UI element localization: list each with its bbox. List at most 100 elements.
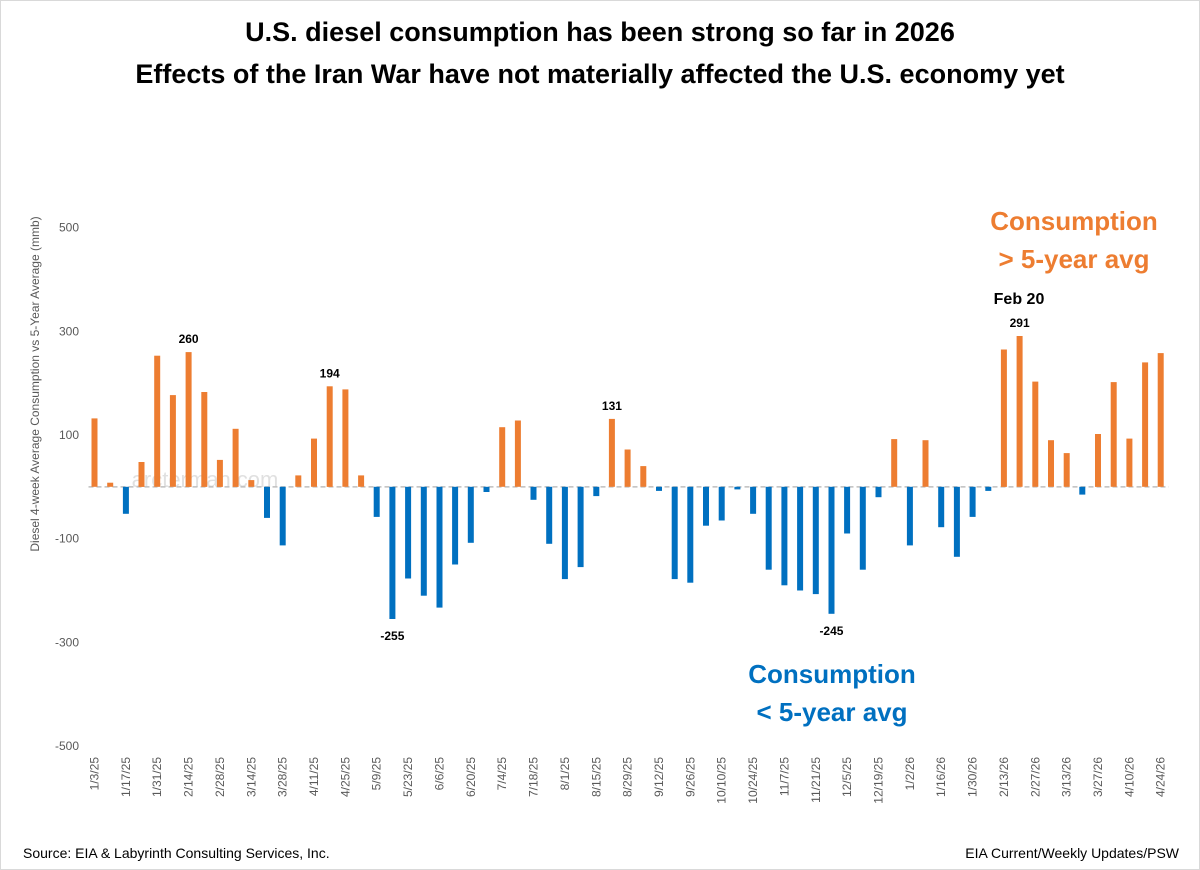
y-tick-label: 100 [59, 428, 79, 442]
bar-6-20-25 [467, 486, 474, 543]
y-tick-label: -300 [55, 635, 79, 649]
data-label: 194 [320, 366, 340, 380]
y-tick-label: 500 [59, 221, 79, 235]
x-tick-label: 1/16/26 [934, 757, 948, 797]
bar-1-30-26 [969, 486, 976, 517]
bar-11-21-25 [812, 486, 819, 595]
x-ticks-group: 1/3/25 1/17/25 1/31/25 2/14/25 2/28/25 3/14/2… [88, 757, 1168, 804]
x-tick-label: 10/10/25 [715, 757, 729, 804]
y-ticks-group: -500 -300 -100 100 300 500 [55, 221, 79, 753]
x-tick-label: 8/1/25 [558, 757, 572, 791]
bar-3-13-26 [1063, 453, 1070, 487]
x-tick-label: 2/13/26 [997, 757, 1011, 797]
x-tick-label: 5/9/25 [370, 757, 384, 791]
x-tick-label: 4/10/26 [1122, 757, 1136, 797]
credit-note: EIA Current/Weekly Updates/PSW [965, 845, 1179, 861]
data-label: -255 [380, 629, 404, 643]
data-label: 260 [179, 332, 199, 346]
bar-12-12-25 [859, 486, 866, 570]
bar-6-27-25 [483, 486, 490, 492]
x-tick-label: 6/6/25 [433, 757, 447, 791]
y-tick-label: 300 [59, 324, 79, 338]
x-tick-label: 9/26/25 [683, 757, 697, 797]
bar-4-24-26 [1157, 353, 1164, 487]
bar-3-27-26 [1095, 434, 1101, 487]
x-tick-label: 4/24/26 [1154, 757, 1168, 797]
bar-1-2-26 [906, 486, 913, 546]
bar-2-20-26 [1016, 336, 1023, 487]
bar-4-4-25 [295, 475, 302, 487]
bar-4-25-25 [342, 389, 349, 487]
bar-4-3-26 [1110, 382, 1117, 487]
x-tick-label: 5/23/25 [401, 757, 415, 797]
bar-12-5-25 [844, 486, 851, 534]
bar-5-2-25 [358, 475, 365, 487]
bar-1-3-25 [91, 418, 98, 487]
x-tick-label: 3/13/26 [1060, 757, 1074, 797]
bar-2-27-26 [1032, 381, 1039, 487]
below-avg-callout-line1: Consumption [748, 659, 916, 689]
bar-6-13-25 [452, 486, 459, 565]
bar-6-6-25 [436, 486, 443, 608]
feb20-label: Feb 20 [994, 291, 1045, 308]
bar-5-16-25 [389, 486, 396, 619]
bar-11-28-25 [828, 486, 835, 614]
bar-4-11-25 [311, 438, 317, 487]
y-tick-label: -100 [55, 532, 79, 546]
source-note: Source: EIA & Labyrinth Consulting Servi… [23, 845, 330, 861]
x-tick-label: 2/27/26 [1028, 757, 1042, 797]
x-tick-label: 8/29/25 [621, 757, 635, 797]
x-tick-label: 1/2/26 [903, 757, 917, 791]
bar-9-12-25 [656, 486, 662, 491]
bar-1-16-26 [938, 486, 945, 528]
bar-1-9-26 [922, 440, 929, 487]
bar-5-30-25 [420, 486, 427, 596]
bar-10-17-25 [734, 486, 741, 490]
x-tick-label: 12/19/25 [872, 757, 886, 804]
bar-1-24-25 [138, 462, 145, 487]
bar-4-17-26 [1142, 362, 1149, 487]
data-label: -245 [819, 624, 843, 638]
bar-1-17-25 [122, 486, 129, 514]
x-tick-label: 3/27/26 [1091, 757, 1105, 797]
x-tick-label: 9/12/25 [652, 757, 666, 797]
bar-10-31-25 [765, 486, 772, 570]
bar-11-7-25 [781, 486, 788, 586]
x-tick-label: 1/3/25 [88, 757, 102, 791]
bar-10-24-25 [750, 486, 757, 514]
x-tick-label: 3/14/25 [244, 757, 258, 797]
x-tick-label: 4/25/25 [338, 757, 352, 797]
bar-2-21-25 [201, 392, 208, 487]
above-avg-callout-line1: Consumption [990, 206, 1158, 236]
bar-8-22-25 [608, 418, 615, 487]
bar-3-6-26 [1048, 440, 1054, 487]
bar-2-13-26 [1000, 349, 1007, 487]
bar-3-28-25 [279, 486, 286, 546]
x-tick-label: 1/30/26 [966, 757, 980, 797]
bar-2-7-25 [169, 395, 176, 487]
bar-7-11-25 [514, 420, 521, 487]
x-tick-label: 10/24/25 [746, 757, 760, 804]
bar-11-14-25 [797, 486, 804, 591]
bar-12-26-25 [891, 439, 898, 487]
x-tick-label: 7/4/25 [495, 757, 509, 791]
x-tick-label: 11/7/25 [777, 757, 791, 796]
bar-3-14-25 [248, 480, 255, 487]
x-tick-label: 8/15/25 [589, 757, 603, 797]
bar-8-8-25 [577, 486, 584, 568]
bar-5-23-25 [405, 486, 412, 579]
x-tick-label: 3/28/25 [276, 757, 290, 797]
bar-7-18-25 [530, 486, 537, 500]
data-label: 291 [1010, 316, 1030, 330]
bar-10-10-25 [718, 486, 725, 521]
bar-1-31-25 [154, 355, 161, 487]
bar-4-18-25 [326, 386, 333, 487]
bar-2-28-25 [216, 459, 223, 487]
data-label: 131 [602, 399, 622, 413]
bar-5-9-25 [373, 486, 380, 517]
bar-3-20-26 [1079, 486, 1086, 495]
below-avg-callout-line2: < 5-year avg [756, 697, 907, 727]
x-tick-label: 7/18/25 [527, 757, 541, 797]
